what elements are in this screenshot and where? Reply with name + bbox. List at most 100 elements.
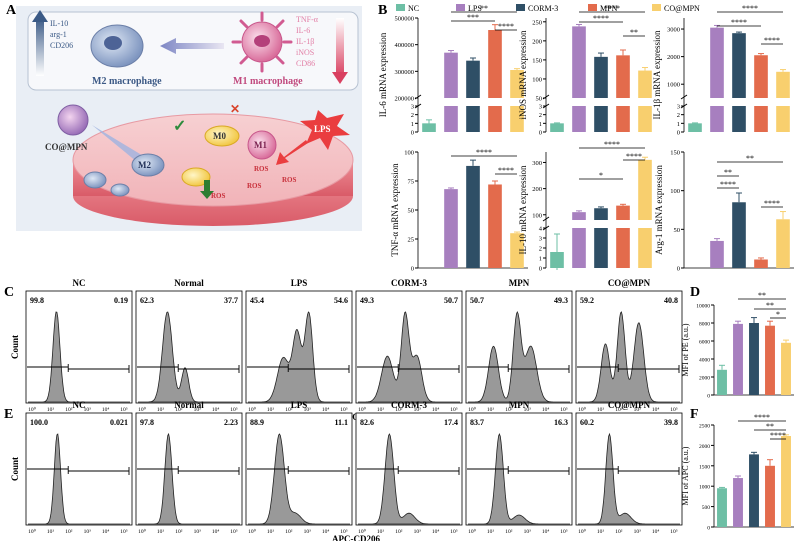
x-tick-label: 10⁰ [468,406,477,413]
x-tick-label: 10² [395,529,403,535]
bar-lower-co@mpn [638,106,652,132]
panel-a-schematic: A IL-10 arg-1 CD206 M2 macrophage M1 mac [6,3,362,231]
sig-label-0: **** [742,4,758,13]
bar-lower-lps [572,228,586,268]
x-tick-label: 10⁴ [652,407,660,413]
x-tick-label: 10² [505,529,513,535]
sample-title: MPN [509,400,530,410]
x-tick-label: 10¹ [377,529,385,535]
m2-up-arrow [36,18,44,76]
histogram-curve [138,311,240,403]
m2-arrowhead-icon [32,10,48,22]
sig-label-2: ** [630,28,638,37]
x-tick-label: 10³ [634,407,642,413]
bar-co@mpn [510,70,524,98]
sample-title: CO@MPN [608,400,651,410]
x-tick-label: 10¹ [597,529,605,535]
y-tick-label-3: 75 [408,179,415,186]
petri-dish-top [72,113,354,207]
sample-title: NC [73,278,86,288]
m2-cell-label: M2 [138,160,151,170]
y-tick-label-low-3: 3 [539,104,542,111]
bar-nc [550,123,564,132]
y-tick-label-3: 1500 [699,464,710,470]
y-tick-label-up-1: 200 [532,186,542,193]
y-tick-label-up-0: 1000 [667,82,680,89]
sig-label-0: ** [480,4,488,13]
x-tick-label: 10⁰ [578,528,587,535]
y-axis-title: IL-10 mRNA expression [518,165,528,254]
x-tick-label: 10³ [524,407,532,413]
panel-letter-d: D [690,285,700,300]
bar-mpn [754,55,768,98]
x-tick-label: 10⁴ [212,529,220,535]
gate-right-pct: 2.23 [224,418,238,427]
x-tick-label: 10⁰ [578,406,587,413]
x-tick-label: 10⁵ [120,529,128,535]
bar-mpn [616,205,630,220]
sig-label-2: **** [770,431,786,440]
x-tick-label: 10¹ [157,407,165,413]
y-tick-label-3: 6000 [699,340,710,346]
y-axis-title: Count [10,335,20,359]
cross-icon: ✕ [230,102,240,116]
y-tick-label-low-2: 2 [677,112,680,119]
x-tick-label: 10³ [84,407,92,413]
bar-co@mpn [638,159,652,220]
m1-cell-label: M1 [254,140,267,150]
chart-c: NC 99.8 0.19 10⁰ 10¹ 10² 10³ 10⁴ 10⁵ Normal 62.3 37… [10,278,683,422]
m2-marker-cd206: CD206 [50,41,73,50]
x-tick-label: 10³ [414,407,422,413]
legend-label-corm-3: CORM-3 [528,4,558,13]
gate-right-pct: 54.6 [334,296,348,305]
y-tick-label-0: 0 [411,266,414,273]
down-arrow-icon [200,180,214,199]
sig-label-1: * [599,171,603,180]
gate-right-pct: 11.1 [334,418,348,427]
bar-co@mpn [638,70,652,98]
gate-left-pct: 45.4 [250,296,264,305]
m1-marker-inos: iNOS [296,48,314,57]
sig-label-0: **** [604,4,620,13]
sample-title: LPS [291,278,308,288]
legend-label-mpn: MPN [600,4,618,13]
panel-letter-a: A [6,3,17,18]
histogram-curve [578,432,680,525]
y-tick-label-up-0: 50 [536,96,543,103]
chart-b3: 0 1 23 1000 2000 3000 IL-1β mRNA expression ***… [652,4,790,137]
bar-corm-3 [466,165,480,268]
y-tick-label-low-2: 2 [411,112,414,119]
y-tick-label-low-3: 3 [677,104,680,111]
y-tick-label-up-2: 400000 [395,42,415,49]
axis-break-1 [542,216,550,222]
bar-corm-3 [732,33,746,99]
x-tick-label: 10¹ [157,529,165,535]
x-tick-label: 10¹ [377,407,385,413]
m2-nucleus-icon [104,36,122,50]
bar-co@mpn [781,342,791,395]
x-tick-label: 10⁵ [560,407,568,413]
histogram-normal: Normal 62.3 37.7 10⁰ 10¹ 10² 10³ 10⁴ 10⁵ [135,278,243,413]
y-tick-label-1: 50 [674,227,681,234]
bar-lps [710,27,724,98]
co-mpn-particle-icon [57,104,89,136]
gate-left-pct: 60.2 [580,418,594,427]
x-tick-label: 10⁰ [248,406,257,413]
histogram-curve [28,433,130,525]
y-tick-label-low-0: 0 [539,130,542,137]
y-tick-label-0: 0 [707,394,710,400]
y-tick-label-up-2: 300 [532,160,542,167]
x-tick-label: 10⁰ [138,528,147,535]
y-tick-label-5: 2500 [699,424,710,430]
x-tick-label: 10⁴ [652,529,660,535]
y-tick-label-up-0: 100 [532,212,542,219]
legend: NC LPS CORM-3 MPN CO@MPN [396,4,700,13]
bar-lower-lps [710,106,724,132]
sample-title: Normal [174,278,204,288]
bar-normal [717,369,727,395]
x-tick-label: 10⁵ [670,529,678,535]
axis-break-1 [680,94,688,100]
lps-burst-icon [300,110,350,150]
